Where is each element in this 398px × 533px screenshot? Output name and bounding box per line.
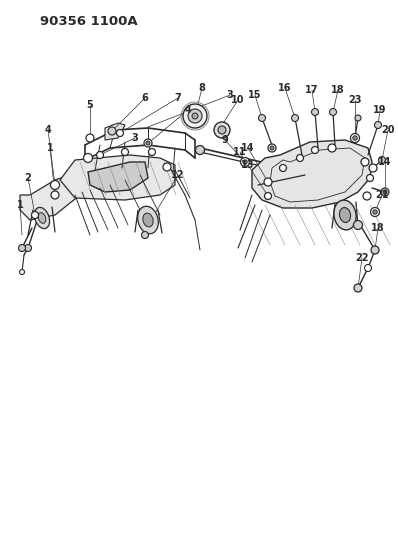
Text: 22: 22	[355, 253, 369, 263]
Circle shape	[353, 136, 357, 140]
Circle shape	[328, 144, 336, 152]
Circle shape	[378, 157, 386, 164]
Circle shape	[25, 245, 31, 252]
Circle shape	[31, 212, 39, 219]
Text: 12: 12	[171, 170, 185, 180]
Circle shape	[351, 133, 359, 142]
Circle shape	[268, 144, 276, 152]
Text: 7: 7	[175, 93, 181, 103]
Circle shape	[355, 115, 361, 121]
Circle shape	[163, 163, 171, 171]
Text: 11: 11	[233, 147, 247, 157]
Text: 4: 4	[185, 105, 191, 115]
Circle shape	[20, 270, 25, 274]
Circle shape	[258, 115, 265, 122]
Text: 3: 3	[226, 90, 233, 100]
Circle shape	[183, 104, 207, 128]
Text: 19: 19	[373, 105, 387, 115]
Circle shape	[371, 207, 380, 216]
Polygon shape	[105, 123, 125, 140]
Ellipse shape	[339, 207, 351, 222]
Circle shape	[312, 109, 318, 116]
Circle shape	[367, 174, 373, 182]
Ellipse shape	[138, 206, 158, 234]
Text: 8: 8	[199, 83, 205, 93]
Circle shape	[144, 139, 152, 147]
Polygon shape	[88, 162, 148, 192]
Text: 17: 17	[305, 85, 319, 95]
Polygon shape	[252, 140, 372, 208]
Circle shape	[330, 109, 336, 116]
Text: 5: 5	[87, 100, 94, 110]
Polygon shape	[20, 172, 80, 220]
Text: 3: 3	[132, 133, 139, 143]
Text: 16: 16	[278, 83, 292, 93]
Circle shape	[243, 160, 247, 164]
Circle shape	[365, 264, 371, 271]
Circle shape	[240, 157, 250, 166]
Circle shape	[86, 134, 94, 142]
Circle shape	[192, 113, 198, 119]
Circle shape	[279, 165, 287, 172]
Circle shape	[369, 164, 377, 172]
Circle shape	[270, 146, 274, 150]
Circle shape	[291, 115, 298, 122]
Text: 14: 14	[241, 143, 255, 153]
Circle shape	[381, 188, 389, 196]
Circle shape	[363, 192, 371, 200]
Text: 14: 14	[378, 157, 392, 167]
Circle shape	[312, 147, 318, 154]
Circle shape	[265, 192, 271, 199]
Circle shape	[51, 181, 59, 190]
Circle shape	[117, 130, 123, 136]
Text: 18: 18	[331, 85, 345, 95]
Text: 90356 1100A: 90356 1100A	[40, 15, 138, 28]
Text: 9: 9	[222, 135, 228, 145]
Text: 1: 1	[47, 143, 53, 153]
Circle shape	[353, 221, 363, 230]
Circle shape	[148, 149, 156, 156]
Circle shape	[297, 155, 304, 161]
Text: 21: 21	[375, 190, 389, 200]
Text: 13: 13	[241, 160, 255, 170]
Circle shape	[218, 126, 226, 134]
Circle shape	[108, 127, 116, 135]
Circle shape	[264, 178, 272, 186]
Ellipse shape	[143, 213, 153, 227]
Polygon shape	[60, 155, 175, 200]
Text: 6: 6	[142, 93, 148, 103]
Circle shape	[142, 231, 148, 238]
Circle shape	[96, 151, 103, 158]
Circle shape	[18, 245, 25, 252]
Text: 20: 20	[381, 125, 395, 135]
Circle shape	[84, 154, 92, 163]
Circle shape	[354, 284, 362, 292]
Circle shape	[371, 246, 379, 254]
Circle shape	[51, 191, 59, 199]
Text: 4: 4	[45, 125, 51, 135]
Circle shape	[373, 210, 377, 214]
Circle shape	[121, 149, 129, 156]
Circle shape	[146, 141, 150, 145]
Circle shape	[188, 109, 202, 123]
Text: 23: 23	[348, 95, 362, 105]
Circle shape	[361, 158, 369, 166]
Ellipse shape	[34, 207, 50, 229]
Text: 2: 2	[25, 173, 31, 183]
Circle shape	[383, 190, 387, 194]
Text: 10: 10	[231, 95, 245, 105]
Ellipse shape	[38, 213, 46, 223]
Circle shape	[195, 146, 205, 155]
Text: 15: 15	[248, 90, 262, 100]
Circle shape	[214, 122, 230, 138]
Ellipse shape	[334, 200, 356, 230]
Circle shape	[375, 122, 382, 128]
Text: 18: 18	[371, 223, 385, 233]
Text: 1: 1	[17, 200, 23, 210]
